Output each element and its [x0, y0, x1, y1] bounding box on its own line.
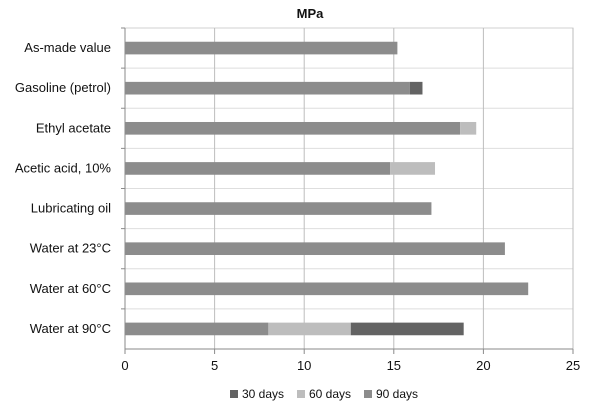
legend-swatch	[364, 390, 372, 398]
bar-segment-90-days	[125, 121, 461, 135]
legend-swatch	[297, 390, 305, 398]
bar-segment-90-days	[125, 282, 529, 296]
legend-label: 30 days	[242, 387, 284, 401]
legend-label: 60 days	[309, 387, 351, 401]
chart-title: MPa	[297, 6, 325, 21]
category-label: Water at 23°C	[30, 241, 111, 256]
bar-segment-30-days	[350, 322, 464, 336]
bar-segment-90-days	[125, 242, 505, 256]
bar-segment-60-days	[390, 162, 436, 175]
plot-area: 0 5 10 15 20 25 As-made value Gasoline (petrol)…	[15, 27, 580, 373]
x-tick-label: 25	[566, 358, 580, 373]
x-tick-label: 0	[121, 358, 128, 373]
category-label: Gasoline (petrol)	[15, 80, 111, 95]
x-tick-label: 5	[211, 358, 218, 373]
bar-segment-30-days	[409, 81, 423, 95]
bar-segment-90-days	[125, 81, 410, 95]
x-tick-label: 20	[476, 358, 490, 373]
legend-label: 90 days	[376, 387, 418, 401]
category-label: Water at 60°C	[30, 281, 111, 296]
x-tick-label: 15	[387, 358, 401, 373]
bar-segment-60-days	[268, 322, 351, 336]
bar-segment-90-days	[125, 41, 398, 55]
bar-segment-90-days	[125, 162, 391, 175]
legend-swatch	[230, 390, 238, 398]
x-tick-label: 10	[297, 358, 311, 373]
category-label: Acetic acid, 10%	[15, 160, 112, 175]
legend: 30 days 60 days 90 days	[230, 387, 418, 401]
category-label: Water at 90°C	[30, 321, 111, 336]
category-label: As-made value	[24, 40, 111, 55]
category-label: Ethyl acetate	[36, 120, 111, 135]
bar-segment-90-days	[125, 322, 269, 336]
category-label: Lubricating oil	[31, 201, 111, 216]
bar-segment-60-days	[460, 121, 477, 135]
bar-segment-90-days	[125, 202, 432, 215]
